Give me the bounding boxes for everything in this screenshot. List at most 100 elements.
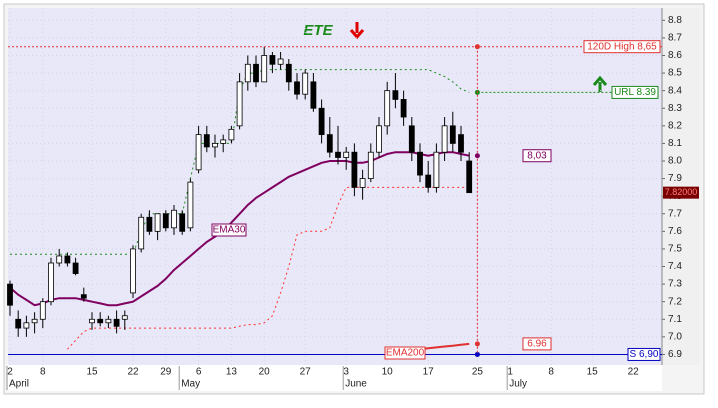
x-axis-area (8, 365, 662, 391)
candle-body (326, 134, 333, 153)
x-tick-label: 27 (300, 367, 312, 378)
candle-body (261, 55, 268, 83)
x-tick-label: 22 (628, 367, 640, 378)
candle-body (384, 90, 391, 127)
y-tick-label: 7.5 (668, 244, 682, 255)
candle-body (359, 178, 366, 188)
x-tick-label: 8 (548, 367, 554, 378)
candle-body (89, 318, 95, 324)
x-tick-label: 22 (127, 367, 139, 378)
line-name: EMA200 (386, 348, 425, 359)
candle-body (80, 294, 87, 299)
candle-body (417, 151, 423, 176)
candle-body (228, 128, 235, 141)
close-label-box (663, 186, 699, 199)
candle-body (343, 151, 350, 158)
y-tick-label: 7.7 (668, 208, 682, 219)
x-tick-label: 13 (226, 367, 238, 378)
plot-area (8, 8, 662, 365)
candle-body (425, 174, 432, 188)
line-dot (474, 341, 480, 347)
candle-body (130, 248, 136, 294)
candle-body (294, 81, 300, 95)
y-tick-label: 8.3 (668, 103, 682, 114)
level-dot (474, 351, 480, 357)
y-axis-area (662, 8, 700, 365)
candle-body (269, 55, 276, 65)
x-tick-label: 8 (40, 367, 46, 378)
candle-body (244, 63, 251, 83)
candle-body (121, 315, 128, 320)
x-tick-label: 3 (343, 367, 349, 378)
candle-body (335, 151, 341, 158)
line-name-box (211, 223, 247, 237)
level-label-box (583, 40, 661, 54)
x-tick-label: 15 (587, 367, 599, 378)
candle-body (367, 151, 374, 179)
x-tick-label: 17 (423, 367, 435, 378)
y-tick-label: 7.6 (668, 226, 682, 237)
candle-body (449, 125, 456, 144)
y-tick-label: 8.2 (668, 120, 682, 131)
candle-body (220, 139, 227, 144)
candle-body (97, 318, 104, 324)
y-tick-label: 7.1 (668, 314, 682, 325)
y-tick-label: 8.0 (668, 156, 682, 167)
value-label-box (522, 149, 552, 163)
x-tick-label: 20 (259, 367, 271, 378)
y-tick-label: 8.7 (668, 33, 682, 44)
y-tick-label: 6.9 (668, 349, 682, 360)
y-tick-label: 8.1 (668, 138, 682, 149)
candle-body (39, 301, 46, 320)
value-label: 8,03 (527, 150, 547, 161)
y-tick-label: 8.6 (668, 50, 682, 61)
candle-body (376, 125, 382, 153)
sell-arrow (349, 22, 365, 40)
chart-title: ETE (303, 22, 333, 39)
candle-body (113, 318, 120, 327)
candle-body (179, 213, 186, 232)
month-label: July (509, 379, 527, 390)
candle-body (433, 151, 440, 188)
x-tick-label: 25 (472, 367, 484, 378)
candle-body (7, 283, 13, 306)
candle-body (146, 216, 153, 232)
value-label-box (522, 337, 552, 351)
x-tick-label: 10 (382, 367, 394, 378)
y-tick-label: 7.3 (668, 279, 682, 290)
y-tick-label: 8.4 (668, 85, 682, 96)
y-tick-label: 7.9 (668, 173, 682, 184)
x-tick-label: 6 (196, 367, 202, 378)
level-label: 120D High 8,65 (587, 41, 657, 52)
month-label: June (345, 379, 367, 390)
x-tick-label: 29 (160, 367, 172, 378)
candle-body (203, 134, 210, 148)
line-name: EMA30 (213, 225, 246, 236)
candle-body (277, 58, 284, 65)
candle-body (236, 81, 243, 127)
candle-body (466, 160, 473, 194)
candle-body (15, 318, 22, 329)
candle-body (48, 262, 54, 303)
candle-body (64, 255, 71, 264)
close-label: 7.82000 (665, 187, 698, 197)
y-tick-label: 7.0 (668, 332, 682, 343)
level-label-box (627, 347, 661, 361)
level-label: S 6,90 (630, 349, 659, 360)
indicator-line (10, 69, 470, 255)
candle-body (154, 213, 161, 232)
line-name-box (384, 346, 426, 360)
candle-body (212, 143, 218, 148)
candle-body (138, 216, 145, 250)
candle-body (392, 90, 399, 100)
y-tick-label: 7.4 (668, 261, 682, 272)
candle-body (105, 318, 112, 324)
indicator-line (9, 151, 470, 307)
y-tick-label: 7.2 (668, 296, 682, 307)
candle-body (458, 134, 464, 153)
candle-body (441, 125, 448, 153)
candle-body (72, 262, 79, 274)
x-tick-label: 15 (86, 367, 98, 378)
candle-body (162, 213, 169, 229)
